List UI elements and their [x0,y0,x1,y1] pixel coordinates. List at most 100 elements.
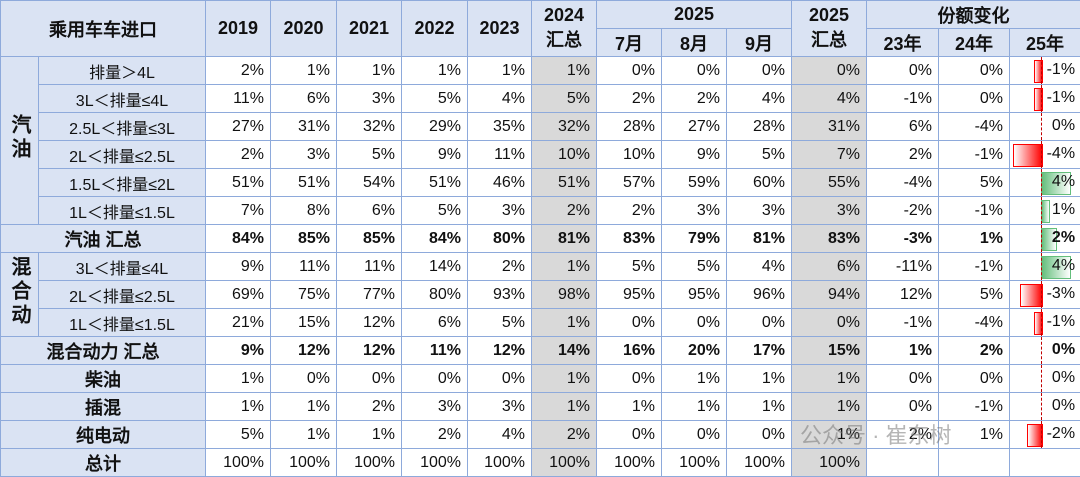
group-text: 汽油 [8,113,30,162]
axis-line [1041,169,1043,196]
change-label: 2% [1051,229,1076,246]
value-cell: 3% [661,196,727,225]
axis-line [1041,197,1043,224]
data-row: 1L＜排量≤1.5L 7% 8% 6% 5% 3% 2% 2% 3% 3% 3% -2% -1% 1% [1,196,1080,225]
axis-line [1041,309,1043,336]
value-cell: 51% [205,168,271,197]
value-cell: 79% [661,224,727,253]
change-bar-cell: -2% [1009,420,1080,449]
value-cell: 2% [531,420,597,449]
value-cell: 69% [205,280,271,309]
data-row: 1L＜排量≤1.5L 21% 15% 12% 6% 5% 1% 0% 0% 0% 0% -1% -4% -… [1,308,1080,337]
value-cell: 5% [467,308,532,337]
change-cell: -4% [938,308,1011,337]
data-row: 汽油 汇总 84% 85% 85% 84% 80% 81% 83% 79% 81% 83% -3% 1%… [0,224,1080,253]
axis-line [1041,281,1043,308]
value-cell: 81% [531,224,597,253]
change-bar [1034,312,1044,335]
value-cell: 1% [531,56,597,85]
change-bar-cell: 0% [1009,336,1080,365]
value-cell: 0% [401,364,468,393]
year-header: 2021 [336,0,402,57]
value-cell: 51% [531,168,597,197]
change-bar-cell: 2% [1009,224,1080,253]
value-cell: 100% [725,448,793,477]
change-label: -1% [1046,89,1076,106]
row-label: 2L＜排量≤2.5L [38,280,206,309]
value-cell: 98% [531,280,597,309]
value-cell: 6% [336,196,402,225]
value-cell: 1% [725,392,793,421]
value-cell: 0% [596,56,662,85]
change-cell: -1% [938,392,1011,421]
value-cell: 35% [467,112,532,141]
empty-cell [938,448,1011,477]
data-row: 1.5L＜排量≤2L 51% 51% 54% 51% 46% 51% 57% 59% 60% 55%… [1,168,1080,197]
value-cell: 100% [661,448,727,477]
data-row: 2L＜排量≤2.5L 69% 75% 77% 80% 93% 98% 95% 95% 96% 94%… [1,280,1080,309]
value-cell: 7% [791,140,868,169]
change-cell: 0% [938,84,1011,113]
change-label: 0% [1051,369,1076,386]
row-label: 3L＜排量≤4L [38,84,206,113]
value-cell: 0% [725,308,793,337]
value-cell: 5% [401,196,468,225]
value-cell: 0% [791,308,868,337]
value-cell: 15% [270,308,337,337]
value-cell: 0% [596,364,662,393]
value-cell: 1% [791,392,868,421]
value-cell: 54% [336,168,402,197]
value-cell: 31% [270,112,337,141]
value-cell: 11% [205,84,271,113]
value-cell: 9% [661,140,727,169]
row-label: 插混 [0,392,206,421]
change-cell: -11% [866,252,940,281]
data-row: 3L＜排量≤4L 11% 6% 3% 5% 4% 5% 2% 2% 4% 4% -1% 0% -1% [1,84,1080,113]
value-cell: 80% [467,224,532,253]
value-cell: 51% [401,168,468,197]
change-label: -3% [1046,285,1076,302]
axis-line [1041,113,1043,140]
change-label: -1% [1046,61,1076,78]
value-cell: 20% [661,336,727,365]
change-cell: -1% [938,140,1011,169]
change-cell: 5% [938,280,1011,309]
year-total-header: 2024 汇总 [531,0,597,57]
change-cell: -2% [866,196,940,225]
value-cell: 95% [661,280,727,309]
value-cell: 85% [336,224,402,253]
value-cell: 12% [467,336,532,365]
data-row: 总计 100% 100% 100% 100% 100% 100% 100% 100% 100% 10… [0,448,1080,477]
value-cell: 0% [725,420,793,449]
axis-line [1041,421,1043,448]
value-cell: 100% [596,448,662,477]
value-cell: 2% [596,196,662,225]
data-row: 柴油 1% 0% 0% 0% 0% 1% 0% 1% 1% 1% 0% 0% 0% [0,364,1080,393]
value-cell: 83% [596,224,662,253]
change-cell: 6% [866,112,940,141]
row-label: 3L＜排量≤4L [38,252,206,281]
value-cell: 0% [336,364,402,393]
value-cell: 85% [270,224,337,253]
change-cell: 2% [866,140,940,169]
value-cell: 100% [336,448,402,477]
value-cell: 94% [791,280,868,309]
value-cell: 4% [725,84,793,113]
change-cell: -4% [866,168,940,197]
value-cell: 100% [205,448,271,477]
data-row: 混合动力 汇总 9% 12% 12% 11% 12% 14% 16% 20% 17% 15% 1% 2%… [0,336,1080,365]
value-cell: 2% [467,252,532,281]
value-cell: 83% [791,224,868,253]
value-cell: 12% [336,308,402,337]
table-body: 汽油 排量＞4L 2% 1% 1% 1% 1% 1% 0% 0% 0% 0% 0% 0% -1% 3L＜排量≤… [0,56,1080,477]
header-row: 7月 8月 9月 23年 24年 25年 [1,28,1080,57]
value-cell: 2% [401,420,468,449]
value-cell: 100% [467,448,532,477]
change-label: 4% [1051,257,1076,274]
value-cell: 1% [205,392,271,421]
value-cell: 1% [270,420,337,449]
value-cell: 14% [531,336,597,365]
corner-header: 乘用车车进口 [0,0,206,57]
change-bar-cell: 1% [1009,196,1080,225]
